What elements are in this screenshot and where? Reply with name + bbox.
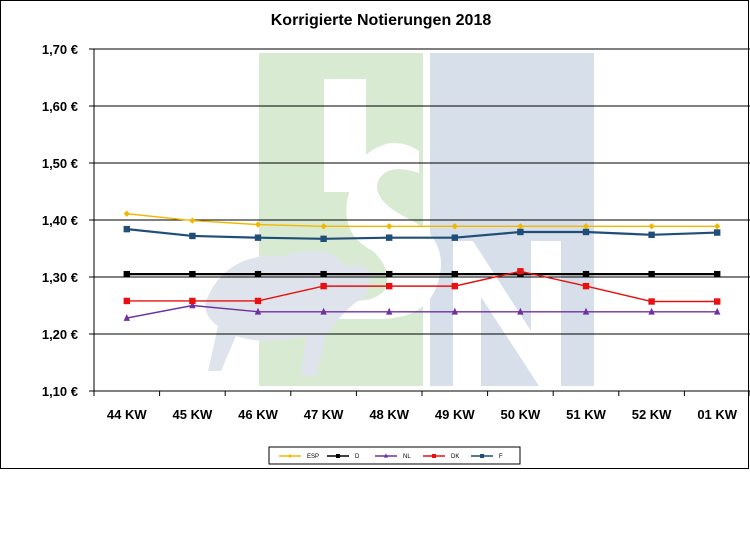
series-dk (123, 268, 721, 305)
data-point (189, 270, 196, 278)
data-point (189, 301, 196, 309)
grid-lines (94, 48, 750, 335)
data-point (320, 307, 327, 315)
line-chart: 1,10 € 1,20 € 1,30 € 1,40 € 1,50 € 1,60 € 1,70… (42, 12, 750, 465)
legend-label: DK (451, 454, 459, 460)
data-point (517, 307, 524, 315)
y-tick-labels: 1,10 € 1,20 € 1,30 € 1,40 € 1,50 € 1,60 € 1,70… (42, 42, 78, 399)
data-point (320, 282, 327, 290)
x-tick-label: 47 KW (304, 407, 344, 422)
data-point (582, 228, 590, 236)
data-point (451, 282, 458, 290)
data-point (451, 223, 458, 230)
legend: ESP D NL DK F (268, 446, 521, 465)
data-point (123, 210, 130, 217)
legend-item-nl: NL (375, 453, 411, 460)
data-point (384, 453, 388, 458)
data-point (288, 454, 292, 458)
data-point (517, 223, 524, 230)
data-point (517, 228, 524, 236)
series-nl (123, 301, 721, 321)
data-point (582, 270, 590, 278)
data-point (123, 225, 130, 233)
data-point (648, 223, 655, 230)
legend-label: NL (403, 454, 411, 460)
data-point (714, 270, 721, 278)
data-point (451, 307, 458, 315)
data-point (123, 314, 130, 321)
legend-label: F (499, 454, 503, 460)
x-tick-label: 01 KW (697, 407, 737, 422)
data-point (648, 307, 655, 315)
legend-item-d: D (327, 454, 360, 460)
data-point (386, 282, 393, 290)
series-d (123, 270, 721, 278)
data-point (336, 454, 340, 458)
data-point (714, 307, 721, 315)
series-f (123, 225, 721, 243)
data-point (386, 223, 393, 230)
data-point (123, 297, 130, 305)
data-point (386, 270, 393, 278)
data-point (189, 217, 196, 224)
data-point (582, 223, 590, 230)
y-tick-label: 1,20 € (42, 327, 78, 342)
x-tick-label: 45 KW (173, 407, 213, 422)
data-point (432, 454, 436, 458)
data-point (254, 307, 262, 315)
y-tick-label: 1,40 € (42, 213, 78, 228)
data-point (254, 297, 262, 305)
data-point (320, 235, 327, 243)
data-point (254, 270, 262, 278)
data-point (648, 270, 655, 278)
data-point (451, 270, 458, 278)
x-tick-label: 46 KW (238, 407, 278, 422)
legend-item-f: F (471, 454, 503, 460)
x-tick-label: 50 KW (501, 407, 541, 422)
data-point (254, 234, 262, 241)
x-tick-label: 49 KW (435, 407, 475, 422)
y-tick-label: 1,70 € (42, 42, 78, 57)
y-tick-label: 1,60 € (42, 99, 78, 114)
legend-label: D (355, 454, 360, 460)
data-point (386, 307, 393, 315)
data-point (648, 298, 655, 305)
x-tick-label: 51 KW (566, 407, 606, 422)
data-point (320, 223, 327, 230)
series-line (126, 270, 718, 303)
data-point (648, 231, 655, 239)
legend-label: ESP (307, 454, 319, 460)
data-point (714, 229, 721, 236)
x-tick-label: 44 KW (107, 407, 147, 422)
data-point (714, 223, 721, 230)
series-line (126, 304, 718, 319)
chart-title: Korrigierte Notierungen 2018 (271, 12, 492, 29)
data-point (714, 298, 721, 305)
y-tick-label: 1,30 € (42, 270, 78, 285)
series-esp (123, 210, 721, 230)
x-tick-label: 48 KW (369, 407, 409, 422)
y-tick-label: 1,10 € (42, 384, 78, 399)
legend-item-esp: ESP (279, 454, 319, 460)
data-point (480, 454, 484, 458)
data-point (517, 268, 524, 275)
y-tick-label: 1,50 € (42, 156, 78, 171)
series-line (126, 228, 718, 240)
x-tick-labels: 44 KW 45 KW 46 KW 47 KW 48 KW 49 KW 50 KW 51 KW… (107, 407, 738, 422)
legend-item-dk: DK (423, 454, 459, 460)
data-point (123, 270, 130, 278)
data-point (582, 282, 590, 290)
data-point (451, 234, 458, 241)
data-point (386, 234, 393, 241)
axes (89, 48, 750, 396)
series-lines (123, 210, 721, 321)
data-point (189, 232, 196, 240)
data-point (189, 297, 196, 305)
x-tick-label: 52 KW (632, 407, 672, 422)
data-point (320, 270, 327, 278)
data-point (582, 307, 590, 315)
chart-frame: 1,10 € 1,20 € 1,30 € 1,40 € 1,50 € 1,60 € 1,70… (0, 0, 750, 469)
series-line (126, 213, 718, 227)
